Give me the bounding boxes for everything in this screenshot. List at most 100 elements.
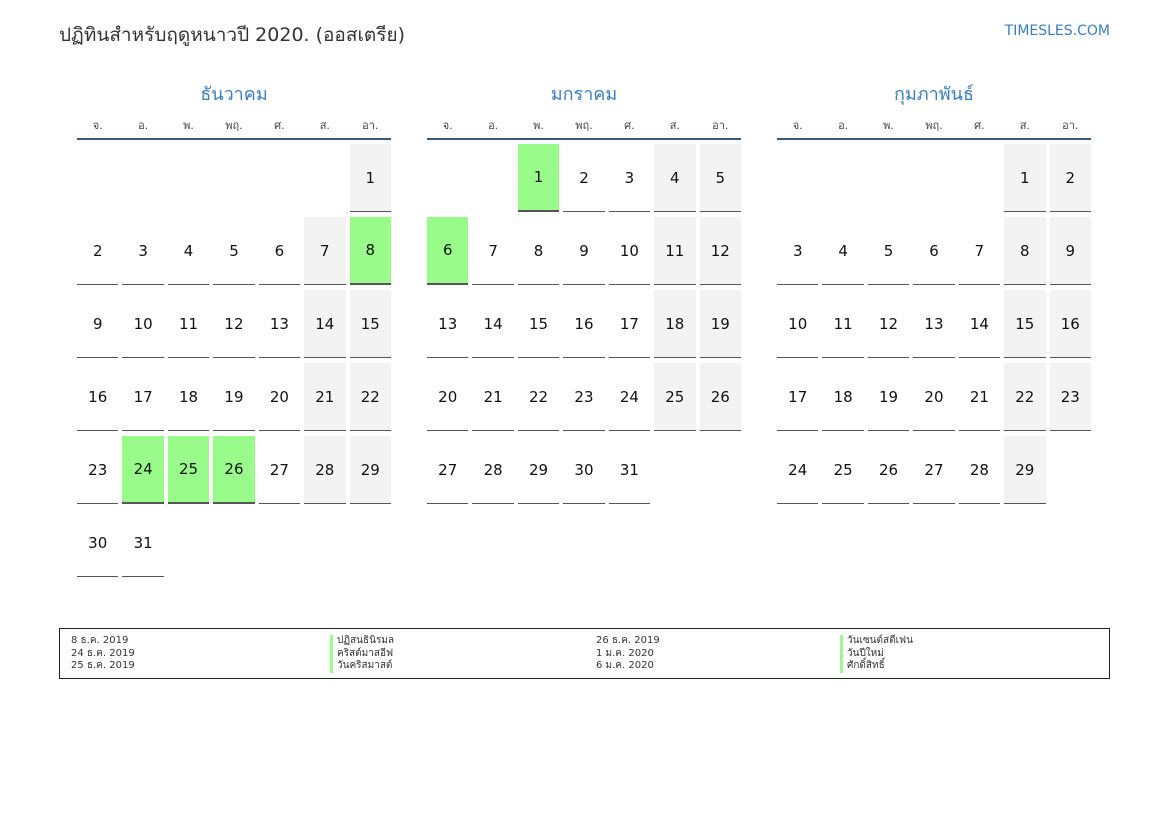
day-cell: 21 [472,363,514,431]
day-cell: 7 [304,217,346,285]
day-cell: 3 [608,144,651,212]
empty-day-cell [77,144,118,212]
empty-day-cell [427,144,468,212]
weekday-label: ส. [669,119,680,132]
weekday-label: พ. [883,119,894,132]
month-grid: 1 2 3 4 5 6 7 8 9 10 11 12 13 14 15 16 17 18 19 20 21 22 23 24 2… [427,144,741,505]
weekday-label: จ. [792,119,803,132]
day-cell: 16 [563,290,605,358]
day-cell: 4 [822,217,864,285]
week-row: 17 18 19 20 21 22 23 [777,363,1091,432]
empty-day-cell [213,509,254,577]
day-cell: 9 [1049,217,1091,285]
holiday-day-cell: 24 [122,436,164,504]
legend-names-2: วันเซนต์สตีเฟน วันปีใหม่ ศักดิ์สิทธิ์ [840,635,913,673]
weekday-label: ศ. [974,119,985,132]
day-cell: 19 [867,363,910,431]
day-cell: 25 [822,436,864,504]
day-cell: 9 [563,217,605,285]
empty-day-cell [959,144,1000,212]
day-cell: 15 [517,290,560,358]
day-cell: 22 [1004,363,1046,431]
day-cell: 16 [1049,290,1091,358]
empty-day-cell [868,144,909,212]
week-row: 6 7 8 9 10 11 12 [427,217,741,286]
site-link[interactable]: TIMESLES.COM [1004,23,1110,39]
month-january: มกราคม จ. อ. พ. พฤ. ศ. ส. อา. 1 2 3 4 5 6 7 8 9 10 11 12 1… [427,82,741,509]
legend-date: 25 ธ.ค. 2019 [71,660,135,671]
weekday-label: จ. [442,119,453,132]
empty-day-cell [304,509,345,577]
day-cell: 13 [913,290,955,358]
week-row: 27 28 29 30 31 [427,436,741,505]
day-cell: 26 [867,436,910,504]
month-name: กุมภาพันธ์ [894,84,974,105]
legend-holiday-name: ปฏิสนธินิรมล [330,635,394,648]
day-cell: 30 [77,509,119,577]
day-cell: 22 [517,363,560,431]
day-cell: 27 [258,436,301,504]
day-cell: 8 [1004,217,1046,285]
weekday-header: จ. อ. พ. พฤ. ศ. ส. อา. [77,116,391,140]
legend-date: 6 ม.ค. 2020 [596,660,654,671]
day-cell: 27 [913,436,955,504]
day-cell: 5 [867,217,910,285]
day-cell: 24 [608,363,651,431]
day-cell: 12 [213,290,255,358]
day-cell: 1 [349,144,391,212]
weekday-label: อา. [362,119,379,132]
day-cell: 29 [349,436,391,504]
day-cell: 23 [1049,363,1091,431]
month-grid: 1 2 3 4 5 6 7 8 9 10 11 12 13 14 15 16 17 18 19 20 21 22 23 24 2… [777,144,1091,505]
week-row: 13 14 15 16 17 18 19 [427,290,741,359]
weekday-header: จ. อ. พ. พฤ. ศ. ส. อา. [777,116,1091,140]
day-cell: 22 [349,363,391,431]
day-cell: 19 [213,363,255,431]
day-cell: 28 [304,436,346,504]
legend-names-1: ปฏิสนธินิรมล คริสต์มาสอีฟ วันคริสมาสต์ [330,635,394,673]
day-cell: 2 [1049,144,1091,212]
day-cell: 4 [167,217,210,285]
empty-day-cell [913,144,954,212]
day-cell: 29 [517,436,560,504]
day-cell: 20 [427,363,469,431]
weekday-label: พ. [183,119,194,132]
weekday-label: อา. [1062,119,1079,132]
day-cell: 8 [517,217,560,285]
legend-holiday-name: วันปีใหม่ [840,647,913,660]
weekday-label: อา. [712,119,729,132]
day-cell: 3 [777,217,819,285]
month-name: ธันวาคม [200,84,268,105]
weekday-label: อ. [138,119,149,132]
legend-holiday-name: วันคริสมาสต์ [330,660,394,673]
day-cell: 28 [472,436,514,504]
week-row: 9 10 11 12 13 14 15 [77,290,391,359]
weekday-header: จ. อ. พ. พฤ. ศ. ส. อา. [427,116,741,140]
day-cell: 10 [122,290,164,358]
empty-day-cell [777,144,818,212]
day-cell: 13 [427,290,469,358]
day-cell: 10 [777,290,819,358]
day-cell: 17 [777,363,819,431]
weekday-label: พฤ. [925,119,943,132]
holiday-day-cell: 1 [517,144,560,212]
day-cell: 25 [654,363,696,431]
day-cell: 23 [563,363,605,431]
weekday-label: จ. [92,119,103,132]
empty-day-cell [822,144,863,212]
week-row: 24 25 26 27 28 29 [777,436,1091,505]
weekday-label: พฤ. [575,119,593,132]
empty-day-cell [472,144,513,212]
holiday-legend: 8 ธ.ค. 2019 24 ธ.ค. 2019 25 ธ.ค. 2019 ปฏ… [59,628,1110,679]
weekday-label: ศ. [624,119,635,132]
empty-day-cell [213,144,254,212]
holiday-day-cell: 25 [167,436,210,504]
month-february: กุมภาพันธ์ จ. อ. พ. พฤ. ศ. ส. อา. 1 2 3 4 5 6 7 8 9 10 1… [777,82,1091,509]
day-cell: 29 [1004,436,1046,504]
week-row: 1 [77,144,391,213]
day-cell: 10 [608,217,651,285]
day-cell: 15 [1004,290,1046,358]
weekday-label: ศ. [274,119,285,132]
week-row: 16 17 18 19 20 21 22 [77,363,391,432]
empty-day-cell [259,509,300,577]
